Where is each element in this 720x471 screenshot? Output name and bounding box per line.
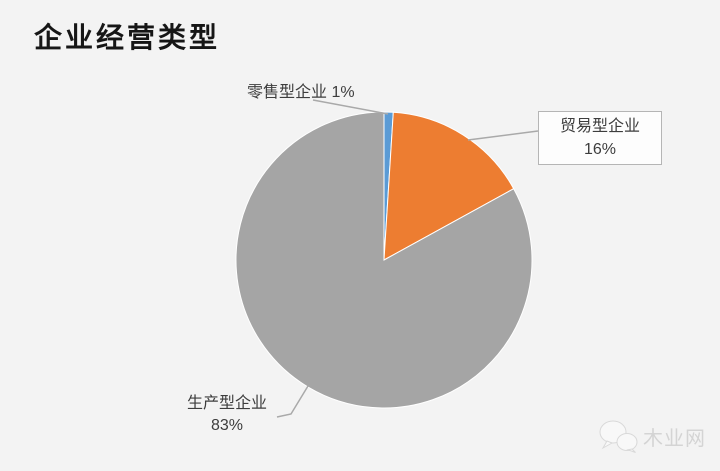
label-trade-line1: 贸易型企业 [559, 118, 640, 135]
label-production: 生产型企业 83% [147, 393, 307, 437]
wechat-icon [599, 420, 638, 453]
leader-line-production [276, 385, 309, 418]
label-trade-line2: 16% [583, 141, 617, 158]
watermark: 木业网 [598, 419, 706, 453]
pie-slice-1 [383, 111, 515, 261]
pie-wedges [235, 111, 533, 409]
leader-line-trade [467, 130, 539, 141]
label-retail-text: 零售型企业 1% [247, 84, 355, 101]
label-trade-box: 贸易型企业 16% [538, 111, 662, 165]
label-retail: 零售型企业 1% [247, 78, 355, 102]
label-production-line1: 生产型企业 [186, 395, 267, 412]
leader-line-retail [312, 99, 389, 115]
label-production-line2: 83% [210, 417, 244, 434]
chart-title: 企业经营类型 [34, 22, 221, 53]
watermark-text: 木业网 [643, 427, 706, 450]
pie-slice-2 [235, 111, 533, 409]
